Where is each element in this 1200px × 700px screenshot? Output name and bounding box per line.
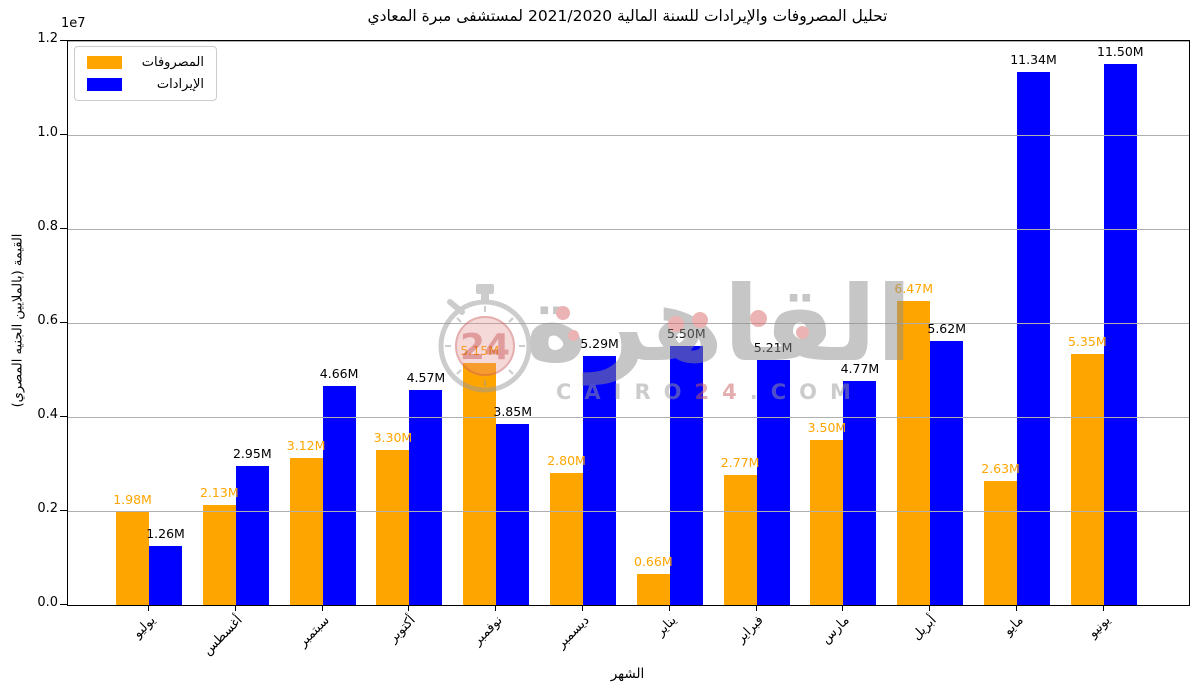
value-label-expenses: 0.66M [633, 554, 673, 569]
y-tick-label: 0.2 [37, 501, 58, 516]
bar-expenses [636, 574, 670, 605]
value-label-expenses: 2.13M [199, 485, 239, 500]
legend-swatch-revenues-icon [87, 78, 122, 91]
value-label-revenues: 2.95M [232, 446, 272, 461]
bar-expenses [202, 505, 236, 605]
bar-expenses [289, 458, 323, 605]
gridline [68, 41, 1189, 42]
x-tick-mark [148, 605, 149, 611]
value-label-expenses: 3.50M [807, 420, 847, 435]
x-tick-mark [755, 605, 757, 611]
value-label-expenses: 2.63M [981, 461, 1020, 476]
y-tick-label: 1.0 [37, 125, 58, 140]
x-tick-mark [929, 605, 931, 611]
value-label-revenues: 5.29M [580, 336, 619, 351]
value-label-expenses: 3.12M [286, 438, 326, 453]
legend-label-expenses: المصروفات [141, 55, 204, 70]
x-axis-title: الشهر [610, 666, 645, 682]
bar-revenues [669, 346, 703, 605]
bar-revenues [409, 390, 443, 605]
bar-revenues [756, 360, 790, 605]
value-label-revenues: 5.50M [666, 326, 706, 341]
value-label-revenues: 5.62M [927, 321, 966, 336]
y-tick-mark [60, 322, 67, 323]
x-tick-label: يوليو [130, 613, 159, 642]
value-label-revenues: 4.57M [406, 370, 446, 385]
chart-title: تحليل المصروفات والإيرادات للسنة المالية… [367, 7, 888, 25]
bar-revenues [1103, 64, 1137, 605]
bar-revenues [843, 381, 877, 605]
y-tick-mark [60, 604, 67, 605]
value-label-revenues: 11.34M [1010, 52, 1057, 67]
x-tick-mark [1102, 605, 1104, 611]
value-label-expenses: 1.98M [113, 492, 152, 507]
value-label-revenues: 4.66M [319, 366, 359, 381]
value-label-revenues: 11.50M [1097, 44, 1144, 59]
x-tick-mark [408, 605, 410, 611]
plot-area: 1.98M 1.26M 2.13M 2.95M 3.12M 4.66M 3.30M 4.57M… [67, 40, 1190, 606]
value-label-expenses: 5.15M [460, 343, 499, 358]
bar-revenues [322, 386, 356, 605]
bar-expenses [550, 473, 583, 605]
bar-expenses [1070, 354, 1104, 605]
bar-revenues [496, 424, 530, 605]
value-label-revenues: 3.85M [493, 404, 532, 419]
y-tick-label: 1.2 [37, 31, 58, 46]
bar-expenses [810, 440, 844, 605]
legend-label-revenues: الإيرادات [156, 77, 204, 92]
x-tick-mark [234, 605, 236, 611]
legend-swatch-expenses-icon [87, 56, 122, 69]
y-tick-mark [60, 416, 67, 417]
y-tick-label: 0.8 [37, 219, 58, 234]
y-axis-offset-text: 1e7 [61, 16, 86, 31]
bar-expenses [463, 363, 497, 605]
y-tick-mark [60, 510, 67, 511]
y-tick-label: 0.0 [37, 595, 58, 610]
value-label-expenses: 3.30M [373, 430, 413, 445]
x-tick-mark [495, 605, 497, 611]
legend: المصروفات الإيرادات [74, 46, 217, 101]
bar-expenses [897, 301, 931, 605]
x-tick-mark [1016, 605, 1017, 611]
bar-revenues [235, 466, 269, 605]
bar-expenses [723, 475, 757, 605]
x-tick-mark [321, 605, 323, 611]
bar-revenues [583, 356, 616, 605]
legend-item-revenues: الإيرادات [87, 77, 204, 92]
bar-expenses [116, 512, 149, 605]
value-label-expenses: 2.77M [720, 455, 760, 470]
y-tick-mark [60, 228, 67, 229]
y-tick-mark [60, 134, 67, 135]
x-tick-mark [842, 605, 844, 611]
value-label-revenues: 1.26M [146, 526, 185, 541]
bar-revenues [1017, 72, 1050, 605]
bar-expenses [984, 481, 1017, 605]
x-tick-mark [582, 605, 583, 611]
y-tick-label: 0.4 [37, 407, 58, 422]
value-label-expenses: 5.35M [1067, 334, 1107, 349]
bar-expenses [376, 450, 410, 605]
y-tick-mark [60, 40, 67, 41]
bar-revenues [930, 341, 964, 605]
value-label-revenues: 4.77M [840, 361, 880, 376]
y-tick-label: 0.6 [37, 313, 58, 328]
x-tick-mark [668, 605, 670, 611]
value-label-revenues: 5.21M [753, 340, 793, 355]
bar-revenues [149, 546, 182, 605]
legend-item-expenses: المصروفات [87, 55, 204, 70]
value-label-expenses: 6.47M [894, 281, 933, 296]
value-label-expenses: 2.80M [547, 453, 586, 468]
